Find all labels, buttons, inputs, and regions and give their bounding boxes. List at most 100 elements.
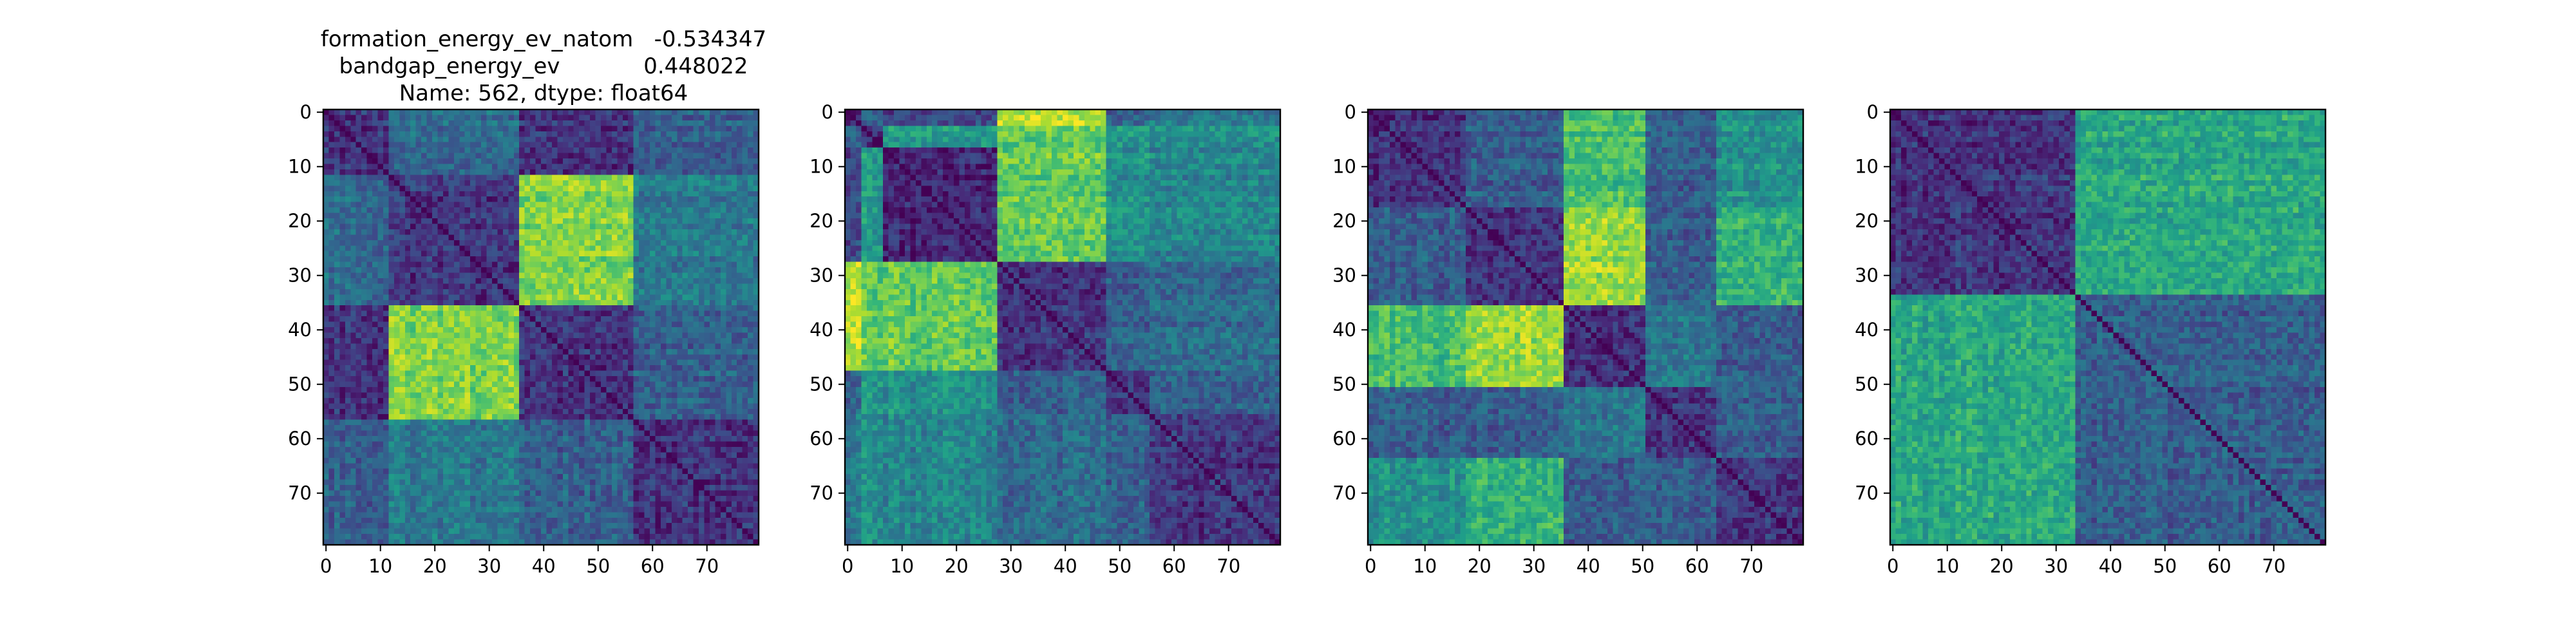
heatmap-cell — [361, 430, 368, 437]
heatmap-cell — [595, 376, 601, 383]
heatmap-cell — [345, 131, 351, 137]
heatmap-cell — [388, 207, 395, 214]
heatmap-cell — [508, 213, 515, 219]
heatmap-cell — [361, 137, 368, 143]
heatmap-cell — [737, 207, 743, 214]
heatmap-cell — [650, 131, 656, 137]
heatmap-cell — [464, 348, 471, 355]
heatmap-cell — [633, 359, 639, 366]
heatmap-cell — [442, 137, 449, 143]
heatmap-cell — [459, 267, 466, 274]
heatmap-cell — [437, 392, 444, 399]
heatmap-cell — [546, 261, 553, 268]
heatmap-cell — [475, 180, 482, 186]
heatmap-cell — [334, 267, 340, 274]
heatmap-cell — [541, 359, 547, 366]
heatmap-cell — [551, 310, 558, 317]
heatmap-cell — [617, 234, 623, 241]
heatmap-cell — [361, 115, 368, 121]
heatmap-cell — [715, 185, 721, 192]
heatmap-cell — [497, 137, 504, 143]
heatmap-cell — [530, 153, 536, 159]
heatmap-cell — [491, 261, 498, 268]
heatmap-cell — [355, 207, 362, 214]
heatmap-cell — [366, 430, 373, 437]
heatmap-cell — [562, 283, 569, 290]
heatmap-cell — [682, 305, 688, 312]
heatmap-cell — [660, 283, 667, 290]
heatmap-cell — [475, 142, 482, 148]
heatmap-cell — [421, 321, 428, 328]
heatmap-cell — [731, 191, 737, 197]
heatmap-cell — [671, 137, 677, 143]
heatmap-cell — [611, 321, 618, 328]
heatmap-cell — [399, 137, 406, 143]
heatmap-cell — [453, 218, 460, 225]
heatmap-cell — [644, 419, 650, 426]
heatmap-cell — [720, 321, 726, 328]
heatmap-cell — [753, 245, 759, 252]
heatmap-cell — [399, 310, 406, 317]
heatmap-cell — [328, 370, 335, 377]
heatmap-cell — [579, 299, 585, 306]
heatmap-cell — [345, 147, 351, 154]
heatmap-cell — [628, 202, 634, 208]
heatmap-cell — [377, 213, 384, 219]
heatmap-cell — [388, 272, 395, 279]
heatmap-cell — [699, 403, 705, 410]
heatmap-cell — [513, 234, 520, 241]
heatmap-cell — [491, 354, 498, 361]
heatmap-cell — [628, 327, 634, 334]
heatmap-cell — [573, 256, 580, 263]
heatmap-cell — [481, 142, 488, 148]
heatmap-cell — [361, 397, 368, 404]
heatmap-cell — [677, 267, 683, 274]
heatmap-cell — [590, 392, 596, 399]
heatmap-cell — [748, 327, 754, 334]
heatmap-cell — [579, 169, 585, 175]
heatmap-cell — [334, 414, 340, 421]
heatmap-cell — [432, 403, 439, 410]
heatmap-cell — [720, 272, 726, 279]
heatmap-cell — [617, 365, 623, 372]
heatmap-cell — [437, 261, 444, 268]
heatmap-cell — [388, 213, 395, 219]
heatmap-cell — [442, 191, 449, 197]
heatmap-cell — [513, 327, 520, 334]
heatmap-cell — [650, 120, 656, 126]
heatmap-cell — [448, 370, 455, 377]
heatmap-cell — [590, 169, 596, 175]
heatmap-cell — [355, 359, 362, 366]
heatmap-cell — [731, 310, 737, 317]
heatmap-cell — [383, 180, 389, 186]
heatmap-cell — [720, 240, 726, 246]
heatmap-cell — [704, 120, 710, 126]
heatmap-cell — [421, 213, 428, 219]
heatmap-cell — [660, 419, 667, 426]
heatmap-cell — [508, 332, 515, 339]
heatmap-cell — [655, 175, 661, 181]
heatmap-cell — [573, 365, 580, 372]
heatmap-cell — [323, 126, 330, 132]
heatmap-cell — [421, 191, 428, 197]
heatmap-cell — [524, 240, 531, 246]
heatmap-cell — [551, 441, 558, 448]
heatmap-cell — [688, 327, 694, 334]
heatmap-cell — [404, 180, 411, 186]
heatmap-cell — [551, 267, 558, 274]
heatmap-cell — [666, 147, 672, 154]
heatmap-cell — [426, 175, 433, 181]
heatmap-cell — [372, 425, 379, 431]
heatmap-cell — [660, 299, 667, 306]
heatmap-cell — [693, 327, 699, 334]
heatmap-cell — [323, 169, 330, 175]
heatmap-cell — [546, 223, 553, 230]
heatmap-cell — [639, 381, 645, 388]
heatmap-cell — [568, 321, 574, 328]
heatmap-cell — [442, 240, 449, 246]
heatmap-cell — [737, 386, 743, 393]
heatmap-cell — [437, 348, 444, 355]
heatmap-cell — [328, 109, 335, 116]
heatmap-cell — [737, 261, 743, 268]
